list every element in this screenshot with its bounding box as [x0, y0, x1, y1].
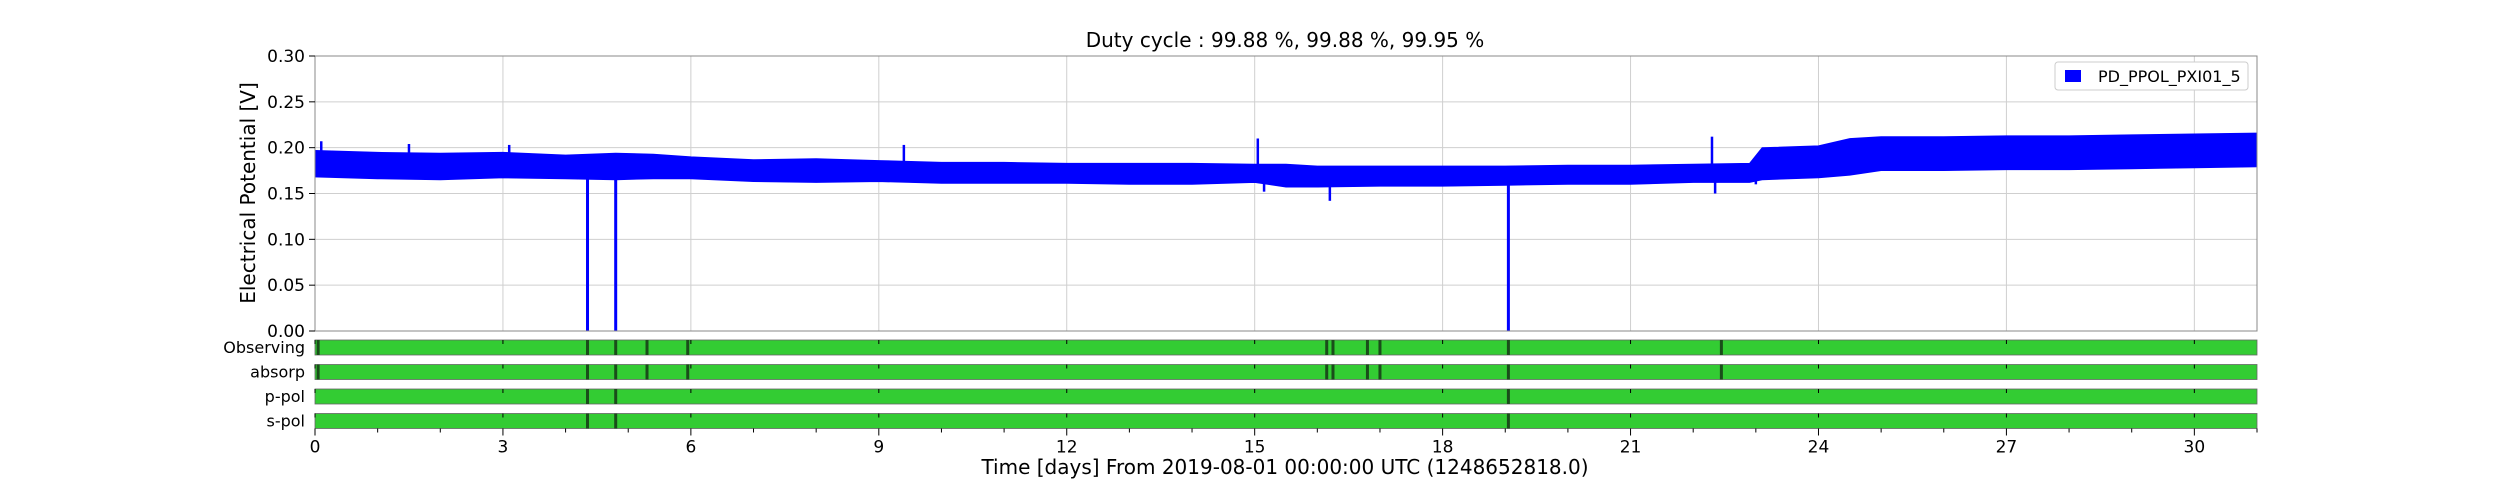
segment-gap: [686, 364, 690, 380]
segment-bar: [314, 388, 2258, 405]
y-tick-label: 0.05: [267, 276, 305, 296]
segment-label: s-pol: [267, 412, 306, 431]
segment-gap: [614, 340, 618, 355]
segment-gap: [586, 389, 590, 404]
segment-bar: [314, 413, 2258, 429]
x-axis-ticks: 0 3 6 9 12 15 18 21 24 27 30: [310, 428, 2258, 458]
x-axis-label: Time [days] From 2019-08-01 00:00:00 UTC…: [980, 455, 1588, 479]
segment-label: absorp: [250, 363, 305, 382]
series-band: [314, 132, 2258, 188]
segment-gap: [1378, 340, 1382, 355]
segment-gap: [686, 340, 690, 355]
x-tick-label: 12: [1056, 438, 1078, 458]
segment-gap: [645, 340, 649, 355]
segment-row: p-pol: [265, 387, 2258, 406]
segment-gap: [1365, 340, 1369, 355]
y-tick-label: 0.25: [267, 93, 305, 113]
x-tick-label: 18: [1432, 438, 1454, 458]
y-axis-label: Electrical Potential [V]: [236, 82, 260, 304]
series-data: [314, 132, 2258, 331]
x-tick-label: 3: [498, 438, 509, 458]
segment-bar: [314, 364, 2258, 380]
segment-gap: [1506, 413, 1510, 429]
segment-gap: [1378, 364, 1382, 380]
segment-gap: [1506, 340, 1510, 355]
segment-gap: [1506, 389, 1510, 404]
segment-gap: [586, 364, 590, 380]
segment-gap: [1325, 364, 1329, 380]
segment-gap: [614, 364, 618, 380]
segment-gap: [586, 340, 590, 355]
segment-row: s-pol: [267, 412, 2258, 431]
segment-gap: [316, 340, 320, 355]
segment-gap: [1331, 340, 1335, 355]
segment-bars: Observing absorp p-pol s-pol: [223, 338, 2258, 431]
segment-gap: [645, 364, 649, 380]
y-axis-ticks: 0.00 0.05 0.10 0.15 0.20 0.25 0.30: [267, 47, 315, 342]
x-tick-label: 21: [1620, 438, 1642, 458]
segment-gap: [1331, 364, 1335, 380]
segment-gap: [1365, 364, 1369, 380]
y-tick-label: 0.30: [267, 47, 305, 67]
y-tick-label: 0.20: [267, 139, 305, 159]
y-tick-label: 0.00: [267, 322, 305, 342]
segment-gap: [1325, 340, 1329, 355]
x-tick-label: 15: [1244, 438, 1266, 458]
x-tick-label: 24: [1808, 438, 1830, 458]
x-tick-label: 27: [1996, 438, 2018, 458]
segment-row: absorp: [250, 363, 2258, 382]
x-tick-label: 30: [2184, 438, 2206, 458]
segment-gap: [614, 389, 618, 404]
segment-row: Observing: [223, 338, 2258, 357]
segment-gap: [316, 364, 320, 380]
segment-gap: [1719, 364, 1723, 380]
x-tick-label: 6: [685, 438, 696, 458]
legend-box: [2054, 61, 2249, 91]
grid-lines: [314, 55, 2257, 332]
main-plot-area: 0.00 0.05 0.10 0.15 0.20 0.25 0.30 Electrical …: [236, 47, 2258, 342]
legend: PD_PPOL_PXI01_5: [2054, 61, 2249, 91]
legend-label: PD_PPOL_PXI01_5: [2098, 67, 2241, 87]
segment-gap: [586, 413, 590, 429]
x-tick-label: 9: [873, 438, 884, 458]
y-tick-label: 0.15: [267, 185, 305, 205]
segment-gap: [1506, 364, 1510, 380]
legend-swatch: [2065, 70, 2081, 82]
segment-bar: [314, 339, 2258, 356]
segment-label: Observing: [223, 338, 305, 357]
x-tick-label: 0: [310, 438, 321, 458]
chart-title: Duty cycle : 99.88 %, 99.88 %, 99.95 %: [1086, 28, 1485, 52]
segment-label: p-pol: [265, 387, 305, 406]
segment-gap: [614, 413, 618, 429]
y-tick-label: 0.10: [267, 230, 305, 250]
segment-gap: [1719, 340, 1723, 355]
